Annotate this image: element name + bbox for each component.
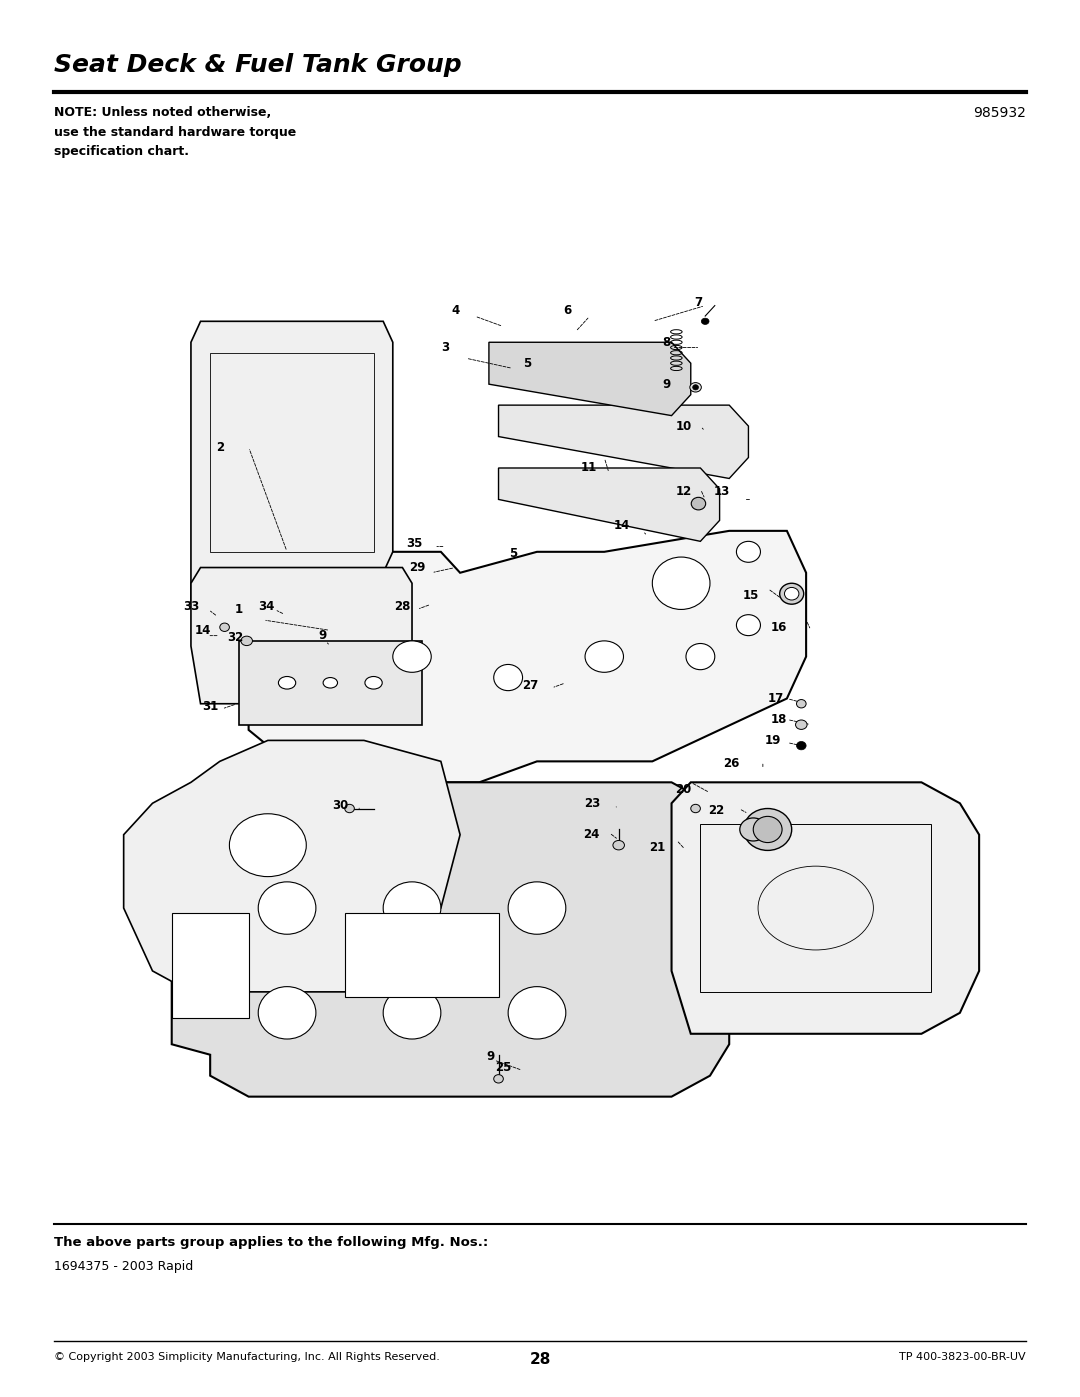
Ellipse shape xyxy=(383,986,441,1039)
Text: use the standard hardware torque: use the standard hardware torque xyxy=(54,126,296,138)
Text: 12: 12 xyxy=(676,485,692,497)
Ellipse shape xyxy=(508,882,566,935)
Ellipse shape xyxy=(229,813,307,877)
Text: 35: 35 xyxy=(406,536,422,550)
Text: 30: 30 xyxy=(332,799,348,812)
Ellipse shape xyxy=(691,497,705,510)
Text: Seat Deck & Fuel Tank Group: Seat Deck & Fuel Tank Group xyxy=(54,53,461,77)
Text: 14: 14 xyxy=(194,624,211,637)
Text: 21: 21 xyxy=(649,841,665,854)
Text: 985932: 985932 xyxy=(973,106,1026,120)
Text: 27: 27 xyxy=(522,679,538,693)
Text: 24: 24 xyxy=(583,828,600,841)
Text: 32: 32 xyxy=(227,631,243,644)
Text: 28: 28 xyxy=(394,599,410,613)
Text: 11: 11 xyxy=(581,461,597,475)
Text: 1694375 - 2003 Rapid: 1694375 - 2003 Rapid xyxy=(54,1260,193,1273)
Polygon shape xyxy=(172,782,729,1097)
Ellipse shape xyxy=(323,678,338,689)
Ellipse shape xyxy=(241,636,253,645)
Ellipse shape xyxy=(701,319,710,324)
Ellipse shape xyxy=(258,882,315,935)
Ellipse shape xyxy=(737,615,760,636)
Bar xyxy=(172,914,248,1018)
Ellipse shape xyxy=(686,644,715,669)
Text: 7: 7 xyxy=(694,296,702,309)
Ellipse shape xyxy=(753,816,782,842)
Text: 9: 9 xyxy=(487,1051,495,1063)
Text: 15: 15 xyxy=(743,590,759,602)
Text: 1: 1 xyxy=(235,604,243,616)
Ellipse shape xyxy=(796,700,806,708)
Ellipse shape xyxy=(508,986,566,1039)
Polygon shape xyxy=(499,405,748,479)
Polygon shape xyxy=(499,468,719,541)
Ellipse shape xyxy=(258,986,315,1039)
Ellipse shape xyxy=(494,665,523,690)
Ellipse shape xyxy=(780,584,804,604)
Ellipse shape xyxy=(690,383,701,393)
Text: 26: 26 xyxy=(723,757,740,770)
Text: specification chart.: specification chart. xyxy=(54,145,189,158)
Text: 18: 18 xyxy=(771,712,787,726)
Text: 2: 2 xyxy=(216,440,224,454)
Polygon shape xyxy=(672,782,980,1034)
Polygon shape xyxy=(191,321,393,604)
Text: 9: 9 xyxy=(663,377,671,391)
Text: 13: 13 xyxy=(714,485,730,497)
Ellipse shape xyxy=(345,805,354,813)
Text: 29: 29 xyxy=(409,562,426,574)
Text: 6: 6 xyxy=(564,305,571,317)
Bar xyxy=(345,914,499,997)
Polygon shape xyxy=(248,531,806,782)
Text: The above parts group applies to the following Mfg. Nos.:: The above parts group applies to the fol… xyxy=(54,1236,488,1249)
Text: 9: 9 xyxy=(319,629,327,643)
Text: NOTE: Unless noted otherwise,: NOTE: Unless noted otherwise, xyxy=(54,106,271,119)
Text: 31: 31 xyxy=(202,700,218,714)
Ellipse shape xyxy=(494,1074,503,1083)
Bar xyxy=(700,824,931,992)
Polygon shape xyxy=(124,740,460,992)
Polygon shape xyxy=(239,641,421,725)
Text: 3: 3 xyxy=(442,341,449,353)
Text: 19: 19 xyxy=(765,733,781,747)
Ellipse shape xyxy=(796,742,806,750)
Text: 34: 34 xyxy=(258,599,274,613)
Polygon shape xyxy=(489,342,691,416)
Polygon shape xyxy=(191,567,411,704)
Text: 25: 25 xyxy=(495,1060,512,1074)
Ellipse shape xyxy=(784,587,799,601)
Ellipse shape xyxy=(220,623,229,631)
Text: 17: 17 xyxy=(767,692,783,705)
Ellipse shape xyxy=(740,819,767,841)
Text: 5: 5 xyxy=(523,356,531,370)
Ellipse shape xyxy=(279,676,296,689)
Text: TP 400-3823-00-BR-UV: TP 400-3823-00-BR-UV xyxy=(900,1352,1026,1362)
Ellipse shape xyxy=(691,805,701,813)
Ellipse shape xyxy=(365,676,382,689)
Text: 14: 14 xyxy=(613,520,630,532)
Ellipse shape xyxy=(737,542,760,563)
Ellipse shape xyxy=(744,809,792,851)
Ellipse shape xyxy=(692,384,699,390)
Ellipse shape xyxy=(796,719,807,729)
Text: 16: 16 xyxy=(771,620,787,634)
Ellipse shape xyxy=(393,641,431,672)
Ellipse shape xyxy=(652,557,710,609)
Ellipse shape xyxy=(383,882,441,935)
Text: 20: 20 xyxy=(675,784,691,796)
Text: 8: 8 xyxy=(663,335,671,349)
Text: 4: 4 xyxy=(451,305,459,317)
Text: 33: 33 xyxy=(183,599,199,613)
Ellipse shape xyxy=(613,841,624,849)
Text: © Copyright 2003 Simplicity Manufacturing, Inc. All Rights Reserved.: © Copyright 2003 Simplicity Manufacturin… xyxy=(54,1352,440,1362)
Ellipse shape xyxy=(585,641,623,672)
Text: 22: 22 xyxy=(708,805,725,817)
Text: 10: 10 xyxy=(676,419,692,433)
Text: 5: 5 xyxy=(509,548,517,560)
Text: 23: 23 xyxy=(583,796,599,810)
Text: 28: 28 xyxy=(529,1352,551,1368)
